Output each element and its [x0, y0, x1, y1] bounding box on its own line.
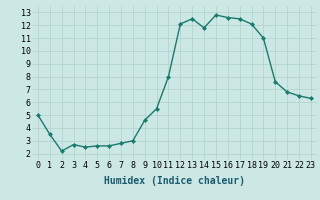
X-axis label: Humidex (Indice chaleur): Humidex (Indice chaleur)	[104, 176, 245, 186]
